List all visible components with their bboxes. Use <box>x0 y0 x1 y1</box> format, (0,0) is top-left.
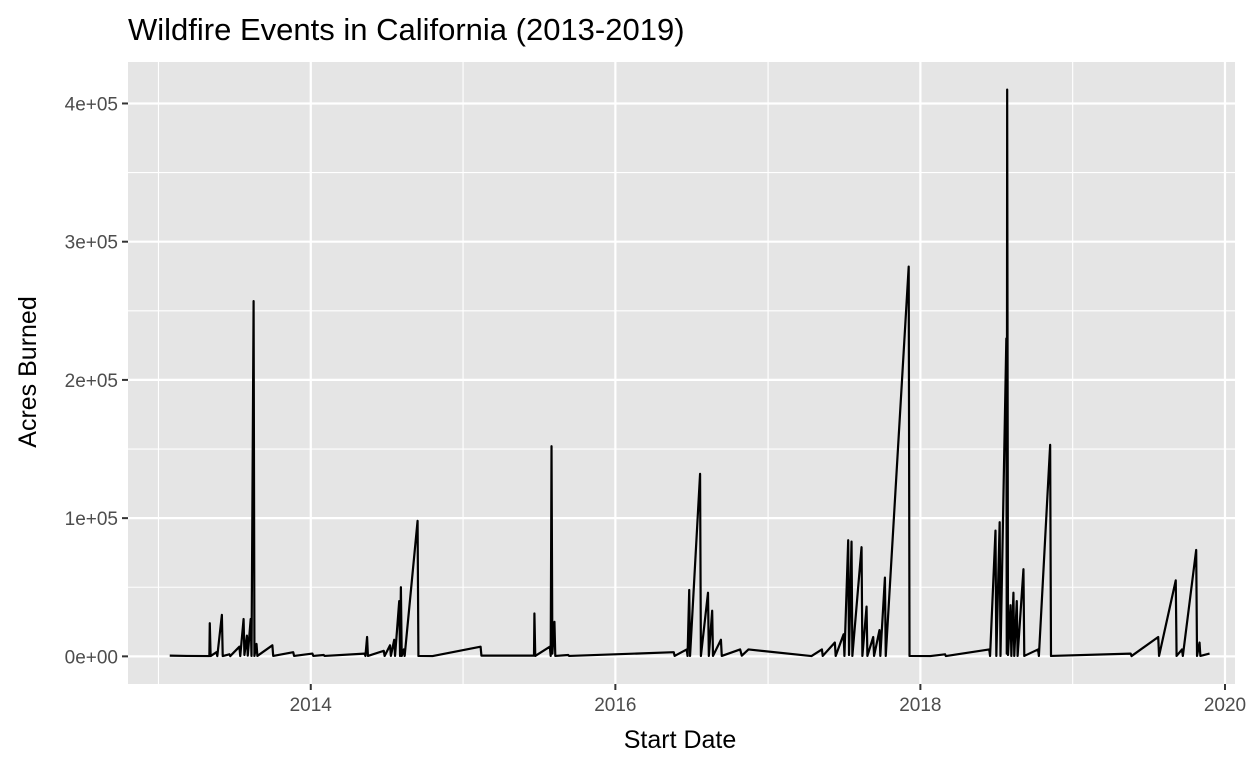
y-axis: 0e+00 1e+05 2e+05 3e+05 4e+05 <box>65 94 128 668</box>
chart-title: Wildfire Events in California (2013-2019… <box>128 12 685 47</box>
y-tick-label-1: 1e+05 <box>65 509 118 530</box>
plot-panel <box>128 62 1235 684</box>
x-tick-label-2: 2018 <box>899 695 941 716</box>
x-axis: 2014 2016 2018 2020 <box>290 684 1246 716</box>
y-tick-label-0: 0e+00 <box>65 647 118 668</box>
x-axis-title: Start Date <box>624 726 737 754</box>
series-line-0 <box>169 88 1210 658</box>
y-tick-label-2: 2e+05 <box>65 371 118 392</box>
x-tick-label-0: 2014 <box>290 695 333 716</box>
y-axis-title: Acres Burned <box>14 296 42 447</box>
x-tick-label-3: 2020 <box>1204 695 1246 716</box>
y-tick-label-3: 3e+05 <box>65 233 118 254</box>
y-tick-label-4: 4e+05 <box>65 94 118 115</box>
series-layer <box>169 88 1210 658</box>
x-tick-label-1: 2016 <box>594 695 636 716</box>
